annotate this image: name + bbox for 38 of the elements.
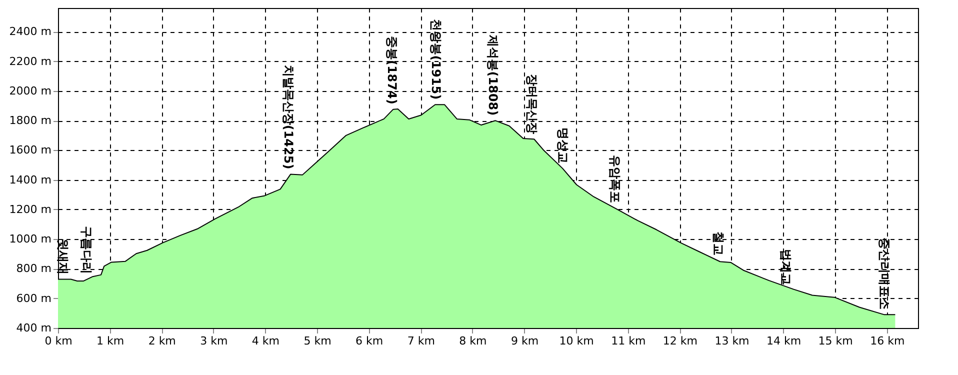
y-tick-label: 1800 m (9, 114, 52, 128)
x-tick-label: 7 km (407, 334, 435, 348)
y-tick-label: 1600 m (9, 144, 52, 157)
y-tick-label: 400 m (16, 322, 52, 334)
x-tick-label: 2 km (148, 334, 176, 348)
y-tick-label: 2400 m (9, 25, 52, 38)
x-tick-label: 9 km (510, 334, 539, 348)
x-tick-label: 15 km (818, 334, 853, 348)
y-tick-label: 2000 m (9, 84, 52, 98)
x-tick-label: 16 km (870, 334, 905, 348)
x-tick-label: 0 km (44, 334, 72, 348)
x-tick-label: 14 km (766, 334, 802, 348)
annotation: 제석봉(1808) (486, 34, 500, 116)
x-tick-label: 13 km (714, 334, 750, 348)
x-tick-label: 5 km (304, 334, 332, 348)
x-tick-label: 8 km (459, 334, 487, 348)
annotation: 치발목산장(1425) (282, 64, 296, 170)
x-tick-label: 10 km (559, 334, 594, 348)
x-tick-label: 1 km (96, 334, 124, 348)
annotation: 중봉(1874) (385, 36, 400, 104)
annotation: 법계교 (778, 249, 793, 286)
y-tick-label: 1000 m (9, 232, 52, 246)
annotation: 천왕봉(1915) (429, 19, 444, 100)
annotation: 철교 (712, 232, 726, 256)
x-tick-label: 11 km (611, 334, 646, 348)
y-tick-label: 1200 m (9, 202, 52, 216)
annotation: 유암폭포 (608, 155, 622, 203)
x-tick-label: 12 km (662, 334, 698, 348)
x-tick-label: 3 km (200, 334, 228, 348)
y-tick-label: 1400 m (9, 173, 52, 186)
x-tick-label: 4 km (252, 334, 280, 348)
annotation: 장터목산장 (525, 74, 540, 134)
y-tick-label: 600 m (16, 292, 52, 305)
y-tick-label: 2200 m (9, 54, 52, 68)
x-tick-label: 6 km (356, 334, 384, 348)
annotation: 명성교 (556, 127, 570, 164)
annotation: 구름다리 (79, 226, 94, 274)
y-tick-label: 800 m (16, 262, 52, 276)
